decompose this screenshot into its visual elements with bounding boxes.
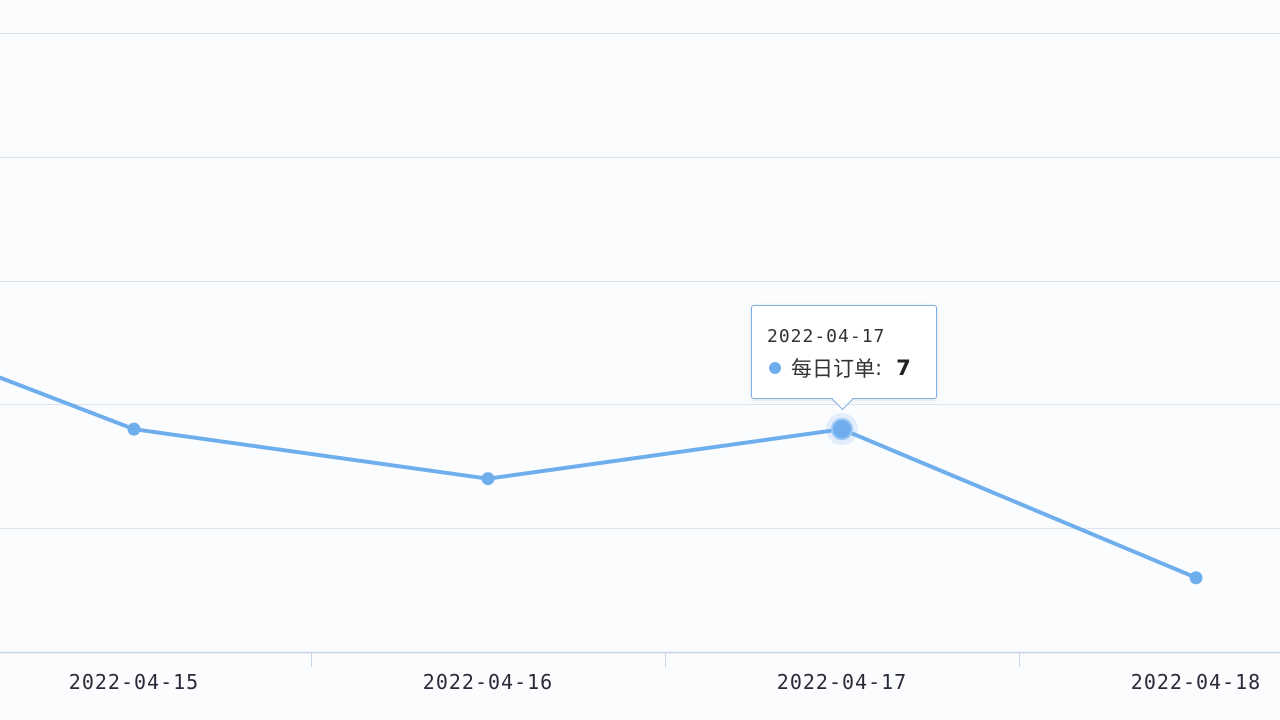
tooltip-separator: :	[875, 356, 883, 380]
x-tick-label: 2022-04-17	[777, 670, 907, 694]
series-dot-icon	[769, 362, 781, 374]
x-tick-label: 2022-04-16	[423, 670, 553, 694]
tooltip-date: 2022-04-17	[767, 326, 886, 347]
data-point[interactable]	[1189, 571, 1203, 585]
series-line	[0, 375, 1198, 580]
data-point-active[interactable]	[831, 418, 853, 441]
x-axis: 2022-04-15 2022-04-16 2022-04-17 2022-04-18	[0, 651, 1280, 694]
tooltip-value: 7	[896, 356, 911, 380]
grid-lines	[0, 33, 1280, 529]
data-point[interactable]	[127, 422, 141, 436]
x-tick-label: 2022-04-18	[1131, 670, 1261, 694]
tooltip-series-row: 每日订单 : 7	[769, 353, 911, 383]
data-point[interactable]	[481, 472, 495, 486]
data-tooltip: 2022-04-17 每日订单 : 7	[751, 305, 937, 411]
x-tick-label: 2022-04-15	[69, 670, 199, 694]
series-layer[interactable]	[0, 286, 1203, 585]
tooltip-series-label: 每日订单	[791, 357, 875, 381]
